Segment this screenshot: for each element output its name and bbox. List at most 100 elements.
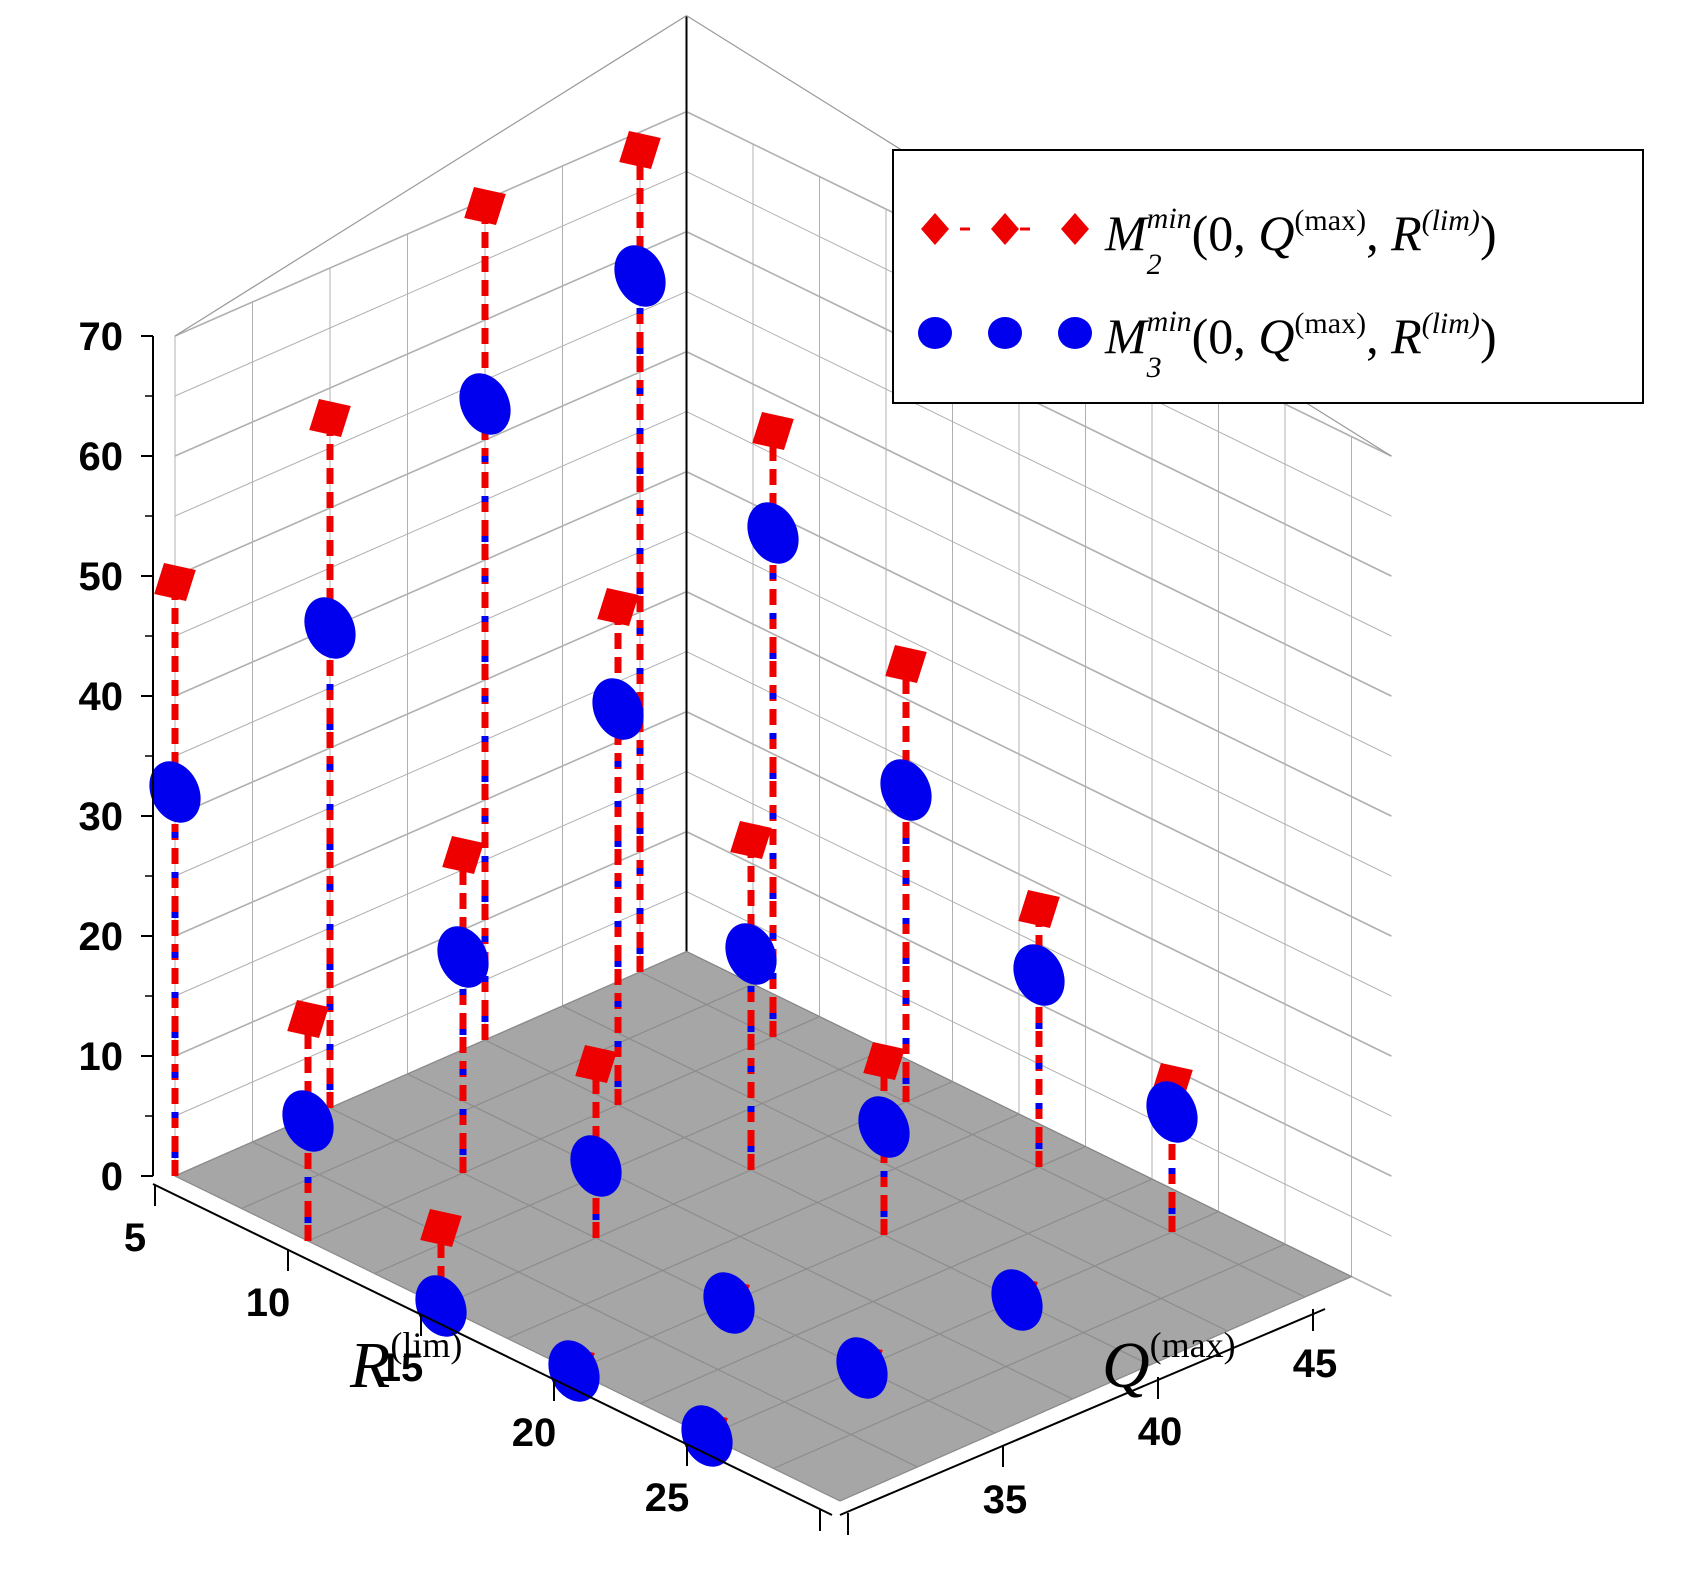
floor-gridline [706, 1211, 1219, 1437]
wall-left-gridline [174, 110, 687, 337]
floor-gridline [241, 983, 754, 1210]
marker-m2-diamond [442, 835, 484, 875]
legend-label-m2: Mmin 2(0, Q(max), R(lim)) [1104, 202, 1497, 281]
r-tick-label: 20 [512, 1411, 557, 1455]
marker-m3-circle [836, 1337, 888, 1399]
marker-m3-circle [614, 245, 666, 307]
axis-title-r: R(lim) [349, 1325, 462, 1402]
legend-box [892, 149, 1644, 404]
marker-m3-circle [437, 926, 489, 988]
marker-m2-diamond [863, 1041, 905, 1081]
legend-circle [1058, 317, 1092, 349]
z-tick-label: 70 [79, 315, 124, 359]
floor-gridline [252, 1141, 918, 1468]
marker-m2-diamond [575, 1044, 617, 1084]
chart-legend: Mmin 2(0, Q(max), R(lim)) Mmin 3(0, Q(max)… [892, 149, 1644, 404]
marker-m2-diamond [752, 411, 794, 451]
legend-label-m3: Mmin 3(0, Q(max), R(lim)) [1104, 305, 1497, 384]
z-tick-label: 50 [79, 555, 124, 599]
floor-gridline [839, 1276, 1352, 1502]
r-tick-label: 25 [645, 1476, 690, 1520]
wall-left-gridline [174, 350, 687, 577]
wall-left-gridline [174, 171, 687, 397]
q-tick-label: 35 [983, 1478, 1028, 1522]
marker-m3-circle [681, 1405, 733, 1467]
wall-top-edge [174, 15, 687, 337]
floor-gridline [407, 1073, 1073, 1400]
wall-right-gridline [686, 710, 1392, 1057]
marker-m3-circle [570, 1135, 622, 1197]
marker-m2-diamond [619, 130, 661, 170]
wall-right-gridline [686, 350, 1392, 697]
legend-entry-m3: Mmin 3(0, Q(max), R(lim)) [918, 305, 1497, 384]
floor-gridline [507, 1113, 1020, 1340]
marker-m3-circle [880, 759, 932, 821]
marker-m3-circle [459, 373, 511, 435]
legend-circle [988, 317, 1022, 349]
z-tick-label: 10 [79, 1035, 124, 1079]
legend-marker-m2 [921, 213, 1089, 245]
wall-left-gridline [174, 531, 687, 757]
wall-left-gridline [174, 590, 687, 817]
wall-right-gridline [686, 651, 1392, 997]
wall-right-gridline [686, 411, 1392, 757]
marker-m2-diamond [597, 587, 639, 627]
wall-left-gridline [174, 771, 687, 997]
r-tick-label: 10 [246, 1281, 291, 1325]
wall-left-gridline [174, 291, 687, 517]
marker-m3-circle [1013, 944, 1065, 1006]
z-tick-label: 0 [101, 1155, 123, 1199]
legend-diamond [991, 213, 1019, 245]
axis-title-q-text: Q(max) [1102, 1325, 1236, 1402]
q-tick-label: 40 [1138, 1410, 1183, 1454]
legend-circle [918, 317, 952, 349]
floor-gridline [573, 1146, 1086, 1372]
wall-left-gridline [174, 830, 687, 1057]
z-tick-label: 40 [79, 675, 124, 719]
marker-m3-circle [991, 1269, 1043, 1331]
marker-m3-circle [725, 923, 777, 985]
chart-markers [149, 130, 1198, 1467]
q-axis-line [839, 1308, 1326, 1516]
z-tick-label: 60 [79, 435, 124, 479]
floor-gridline [307, 1016, 820, 1242]
floor-gridline [640, 1178, 1153, 1405]
r-tick-label: 30 [798, 1566, 843, 1571]
floor-gridline [562, 1005, 1228, 1332]
z-tick-label: 30 [79, 795, 124, 839]
wall-left-gridline [174, 891, 687, 1117]
marker-m3-circle [592, 678, 644, 740]
wall-right-gridline [686, 470, 1392, 817]
marker-m3-circle [548, 1340, 600, 1402]
legend-diamond [1061, 213, 1089, 245]
marker-m3-circle [149, 761, 201, 823]
marker-m2-diamond [309, 398, 351, 438]
axis-title-q: Q(max) [1102, 1325, 1236, 1402]
marker-m2-diamond [420, 1208, 462, 1248]
r-tick-label: 15 [379, 1346, 424, 1390]
wall-right-gridline [686, 531, 1392, 877]
q-tick-label: 45 [1293, 1342, 1338, 1386]
marker-m2-diamond [885, 644, 927, 684]
marker-m3-circle [415, 1275, 467, 1337]
chart-axes: 0 10 20 30 40 50 60 70 5 10 15 20 25 30 35 40 45 [79, 315, 1338, 1571]
axis-title-r-text: R(lim) [349, 1325, 462, 1402]
wall-left-gridline [174, 470, 687, 697]
wall-right-gridline [686, 590, 1392, 937]
marker-m3-circle [304, 597, 356, 659]
r-tick-label: 5 [124, 1216, 146, 1260]
marker-m2-diamond [464, 186, 506, 226]
marker-m2-diamond [154, 562, 196, 602]
legend-diamond [921, 213, 949, 245]
floor-gridline [174, 951, 687, 1177]
z-tick-label: 20 [79, 915, 124, 959]
floor-gridline [374, 1048, 887, 1275]
marker-m3-circle [858, 1096, 910, 1158]
legend-entry-m2: Mmin 2(0, Q(max), R(lim)) [921, 202, 1497, 281]
legend-marker-m3 [918, 317, 1092, 349]
wall-left-gridline [174, 230, 687, 457]
marker-m2-diamond [287, 999, 329, 1039]
marker-m2-diamond [730, 820, 772, 860]
marker-m2-diamond [1018, 889, 1060, 929]
